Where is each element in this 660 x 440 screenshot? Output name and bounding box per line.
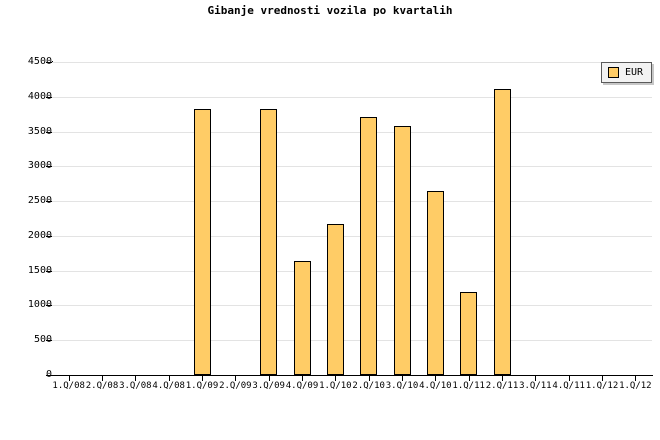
- y-tick-label: 500: [33, 334, 52, 346]
- x-tick-mark: [335, 376, 337, 381]
- x-tick-mark: [568, 376, 570, 381]
- x-tick-label: 3.Q/09: [252, 381, 285, 391]
- x-tick-mark: [68, 376, 70, 381]
- y-tick-label: 3000: [27, 160, 52, 172]
- x-tick-label: 1.Q/12: [619, 381, 652, 391]
- y-tick-label: 2500: [27, 195, 52, 207]
- bar[interactable]: [293, 260, 311, 375]
- y-axis: 0 500 1000 1500 2000 2500 3000 3500 4000 4500: [0, 0, 52, 440]
- x-tick-mark: [302, 376, 303, 381]
- y-tick-mark: [46, 305, 52, 307]
- x-tick-mark: [468, 376, 470, 381]
- gridline: [52, 96, 652, 98]
- plot-area: [52, 62, 652, 375]
- x-tick-label: 3.Q/08: [119, 381, 152, 391]
- bar[interactable]: [426, 191, 444, 375]
- y-tick-label: 2000: [27, 229, 52, 241]
- x-tick-mark: [235, 376, 237, 381]
- gridline: [52, 62, 652, 63]
- chart-title: Gibanje vrednosti vozila po kvartalih: [207, 4, 453, 17]
- gridline: [52, 270, 652, 272]
- bar[interactable]: [460, 292, 478, 375]
- gridline: [52, 201, 652, 203]
- x-tick-mark: [268, 376, 270, 381]
- x-tick-label: 2.Q/08: [85, 381, 119, 391]
- gridline: [52, 235, 652, 237]
- y-tick-mark: [46, 62, 52, 63]
- gridline: [52, 166, 652, 168]
- y-tick-mark: [46, 340, 52, 342]
- x-tick-mark: [202, 376, 203, 381]
- x-axis-line: [52, 375, 653, 376]
- y-tick-label: 1000: [27, 299, 52, 311]
- x-tick-label: 1.Q/10: [319, 381, 352, 391]
- x-tick-mark: [435, 376, 437, 381]
- y-tick-label: 3500: [27, 125, 52, 137]
- y-tick-mark: [46, 166, 52, 168]
- x-tick-mark: [535, 376, 537, 381]
- gridline: [52, 340, 652, 342]
- gridline: [52, 305, 652, 307]
- x-tick-label: 4.Q/10: [419, 381, 452, 391]
- y-tick-label: 4500: [27, 56, 52, 67]
- x-tick-label: 2.Q/11: [485, 381, 519, 391]
- x-tick-label: 3.Q/11: [519, 381, 552, 391]
- y-tick-label: 0: [8, 370, 52, 380]
- bar[interactable]: [393, 126, 411, 375]
- chart-legend[interactable]: EUR: [600, 62, 652, 83]
- x-tick-label: 1.Q/12: [585, 381, 619, 391]
- x-tick-label: 4.Q/08: [152, 381, 185, 391]
- x-tick-label: 4.Q/09: [285, 381, 319, 391]
- x-tick-label: 1.Q/08: [52, 381, 85, 391]
- x-tick-mark: [602, 376, 603, 381]
- y-tick-label: 4000: [27, 90, 52, 102]
- x-tick-mark: [368, 376, 370, 381]
- x-axis: 1.Q/08 2.Q/08 3.Q/08 4.Q/08 1.Q/09 2.Q/09 3.Q/…: [52, 381, 652, 401]
- bar[interactable]: [326, 223, 344, 375]
- x-tick-mark: [502, 376, 503, 381]
- x-tick-label: 2.Q/10: [352, 381, 385, 391]
- x-tick-mark: [102, 376, 103, 381]
- bar[interactable]: [260, 108, 278, 375]
- bar[interactable]: [360, 117, 378, 375]
- y-tick-label: 1500: [27, 264, 52, 276]
- legend-swatch-eur: [607, 67, 619, 78]
- x-tick-label: 4.Q/11: [552, 381, 585, 391]
- y-tick-mark: [46, 270, 52, 272]
- x-tick-mark: [168, 376, 170, 381]
- x-tick-label: 2.Q/09: [219, 381, 252, 391]
- x-tick-mark: [135, 376, 137, 381]
- y-tick-mark: [46, 131, 52, 133]
- x-tick-label: 1.Q/11: [452, 381, 485, 391]
- y-tick-mark: [46, 235, 52, 237]
- y-tick-mark: [46, 201, 52, 203]
- bar[interactable]: [193, 108, 211, 375]
- legend-label-eur: EUR: [624, 67, 643, 78]
- x-tick-label: 3.Q/10: [385, 381, 419, 391]
- x-tick-mark: [402, 376, 403, 381]
- x-tick-mark: [635, 376, 637, 381]
- x-tick-label: 1.Q/09: [185, 381, 219, 391]
- y-tick-mark: [46, 96, 52, 98]
- gridline: [52, 131, 652, 133]
- y-tick-mark: [46, 375, 52, 376]
- bar[interactable]: [493, 89, 511, 375]
